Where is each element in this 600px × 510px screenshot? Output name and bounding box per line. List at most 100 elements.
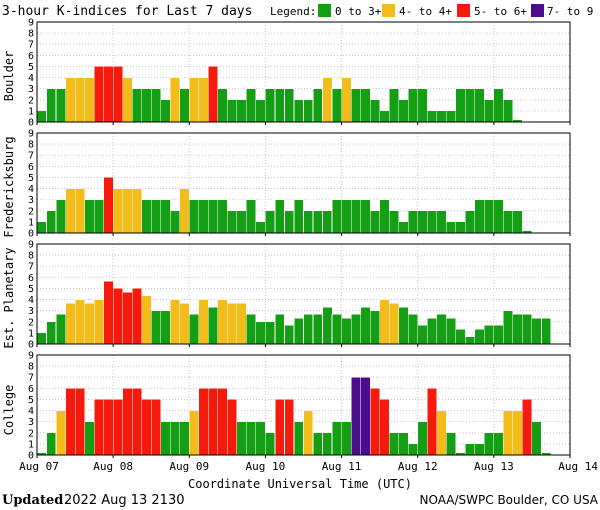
fredericksburg-bar: [398, 221, 409, 234]
boulder-bar: [74, 77, 85, 123]
x-tick-label: Aug 14: [558, 460, 598, 473]
x-tick-label: Aug 08: [93, 460, 133, 473]
legend-item-3: 7- to 9: [547, 5, 593, 18]
y-tick-label: 2: [28, 428, 34, 439]
college-bar: [93, 399, 104, 456]
y-tick-label: 2: [28, 206, 34, 217]
y-tick-label: 7: [28, 151, 34, 162]
fredericksburg-bar: [217, 199, 228, 234]
boulder-bar: [398, 99, 409, 123]
boulder-bar: [284, 88, 295, 123]
est-planetary-bar: [531, 317, 542, 345]
fredericksburg-bar: [103, 177, 114, 234]
college-bar: [493, 432, 504, 456]
x-tick-label: Aug 10: [246, 460, 286, 473]
fredericksburg-bar: [65, 188, 76, 234]
fredericksburg-bar: [436, 210, 447, 234]
fredericksburg-bar: [246, 199, 257, 234]
fredericksburg-bar: [303, 210, 314, 234]
est-planetary-bar: [160, 310, 171, 345]
fredericksburg-bar: [407, 210, 419, 234]
fredericksburg-bar: [265, 210, 276, 234]
fredericksburg-bar: [274, 199, 285, 234]
boulder-bar: [55, 88, 66, 123]
legend-swatch-purple: [531, 4, 544, 17]
est-planetary-bar: [322, 306, 333, 345]
est-planetary-bar: [112, 288, 123, 345]
college-bar: [103, 399, 114, 456]
x-axis-labels: Aug 07 Aug 08 Aug 09 Aug 10 Aug 11 Aug 12 Aug …: [19, 460, 598, 473]
fredericksburg-bar: [141, 199, 152, 234]
y-tick-label: 5: [28, 284, 34, 295]
fredericksburg-bar: [122, 188, 133, 234]
college-bar: [331, 421, 342, 456]
fredericksburg-bar: [255, 221, 266, 234]
fredericksburg-bar: [331, 199, 342, 234]
est-planetary-bar: [493, 325, 504, 345]
est-planetary-bar: [350, 314, 361, 345]
college-bar: [445, 432, 457, 456]
fredericksburg-bar: [379, 199, 390, 234]
fredericksburg-bar: [503, 210, 514, 234]
y-tick-label: 4: [28, 184, 34, 195]
est-planetary-bar: [464, 336, 476, 345]
panel-frame: [36, 354, 571, 456]
boulder-bar: [160, 99, 171, 123]
x-tick-label: Aug 12: [398, 460, 438, 473]
y-tick-label: 9: [28, 18, 34, 29]
boulder-bar: [198, 77, 209, 123]
boulder-bar: [265, 88, 276, 123]
y-tick-label: 7: [28, 373, 34, 384]
fredericksburg-bar: [179, 188, 190, 234]
est-planetary-bar: [331, 314, 342, 345]
est-planetary-bar: [93, 299, 104, 345]
college-bar: [227, 399, 238, 456]
boulder-bar: [493, 88, 504, 123]
college-bar: [284, 399, 295, 456]
fredericksburg-bar: [293, 199, 304, 234]
college-bar: [208, 388, 219, 456]
est-planetary-bar: [455, 328, 466, 345]
boulder-bar: [246, 88, 257, 123]
college-bar: [169, 421, 181, 456]
est-planetary-bar: [379, 299, 390, 345]
fredericksburg-bar: [112, 188, 123, 234]
est-planetary-bar: [541, 317, 552, 345]
college-bar: [426, 388, 438, 456]
boulder-bar: [46, 88, 57, 123]
est-planetary-bar: [255, 321, 266, 345]
est-planetary-bar: [141, 295, 152, 345]
fredericksburg-bar: [322, 210, 333, 234]
fredericksburg-bar: [227, 210, 238, 234]
y-tick-label: 4: [28, 295, 34, 306]
boulder-bar: [417, 88, 428, 123]
est-planetary-bar: [484, 325, 495, 345]
y-tick-label: 4: [28, 73, 34, 84]
college-bar: [65, 388, 76, 456]
x-tick-label: Aug 13: [474, 460, 514, 473]
legend-swatch-red: [457, 4, 470, 17]
college-bar: [122, 388, 133, 456]
legend-item-2: 5- to 6+: [474, 5, 527, 18]
est-planetary-bar: [179, 302, 190, 345]
x-tick-label: Aug 09: [169, 460, 209, 473]
fredericksburg-bar: [388, 210, 399, 234]
boulder-bar: [65, 77, 76, 123]
chart-title: 3-hour K-indices for Last 7 days: [2, 4, 252, 19]
college-bar: [274, 399, 285, 456]
y-tick-label: 9: [28, 129, 34, 140]
est-planetary-bar: [284, 325, 295, 345]
boulder-bar: [464, 88, 476, 123]
college-bar: [293, 421, 304, 456]
est-planetary-bar: [74, 299, 85, 345]
est-planetary-bar: [503, 310, 514, 345]
boulder-bar: [484, 99, 495, 123]
y-tick-label: 6: [28, 273, 34, 284]
college-bar: [369, 388, 380, 456]
college-bar: [74, 388, 85, 456]
est-planetary-bar: [36, 332, 47, 345]
boulder-bar: [103, 66, 114, 123]
college-bar: [265, 432, 276, 456]
